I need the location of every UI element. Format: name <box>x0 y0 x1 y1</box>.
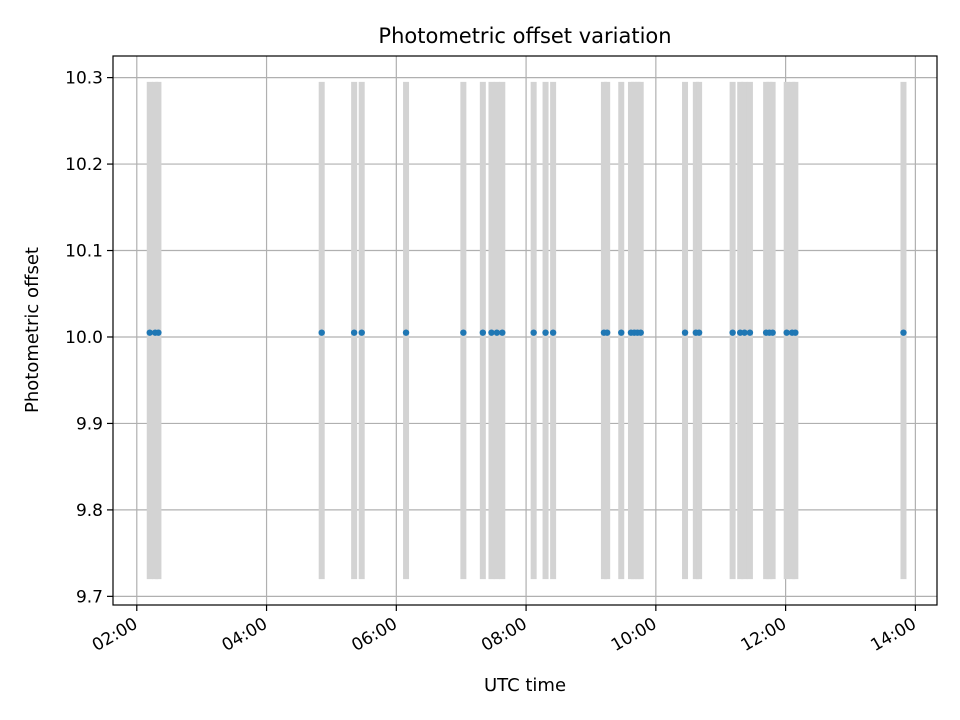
data-point-24 <box>695 329 703 336</box>
data-point-7 <box>460 329 467 336</box>
data-point-31 <box>769 329 776 336</box>
data-point-10 <box>493 329 501 336</box>
data-point-3 <box>318 329 325 336</box>
data-points <box>146 329 907 336</box>
chart-title: Photometric offset variation <box>378 24 671 48</box>
data-point-0 <box>146 329 153 336</box>
plot-frame <box>112 55 938 606</box>
data-point-5 <box>358 329 365 336</box>
y-tick-label-3: 10.0 <box>65 328 103 348</box>
data-point-11 <box>499 329 506 336</box>
data-point-16 <box>603 329 611 336</box>
data-point-6 <box>402 329 410 336</box>
data-point-2 <box>155 329 162 336</box>
data-point-4 <box>350 329 358 336</box>
data-point-22 <box>681 329 689 336</box>
data-point-9 <box>488 329 495 336</box>
y-tick-label-6: 10.3 <box>65 69 103 89</box>
data-point-32 <box>783 329 790 336</box>
data-point-21 <box>637 329 644 336</box>
data-point-14 <box>549 329 557 336</box>
y-axis-title: Photometric offset <box>22 247 43 413</box>
data-point-13 <box>542 329 549 336</box>
x-axis-title: UTC time <box>484 675 566 696</box>
y-tick-label-4: 10.1 <box>65 242 103 262</box>
data-point-28 <box>746 329 754 336</box>
y-tick-label-1: 9.8 <box>76 501 103 521</box>
data-point-27 <box>741 329 748 336</box>
data-point-35 <box>900 329 907 336</box>
y-tick-label-2: 9.9 <box>76 414 103 434</box>
y-tick-label-0: 9.7 <box>76 587 103 607</box>
data-point-34 <box>792 329 799 336</box>
y-tick-label-5: 10.2 <box>65 155 103 175</box>
data-point-12 <box>530 329 537 336</box>
data-point-17 <box>618 329 625 336</box>
grid <box>113 56 937 605</box>
data-point-8 <box>479 329 487 336</box>
data-point-25 <box>729 329 736 336</box>
